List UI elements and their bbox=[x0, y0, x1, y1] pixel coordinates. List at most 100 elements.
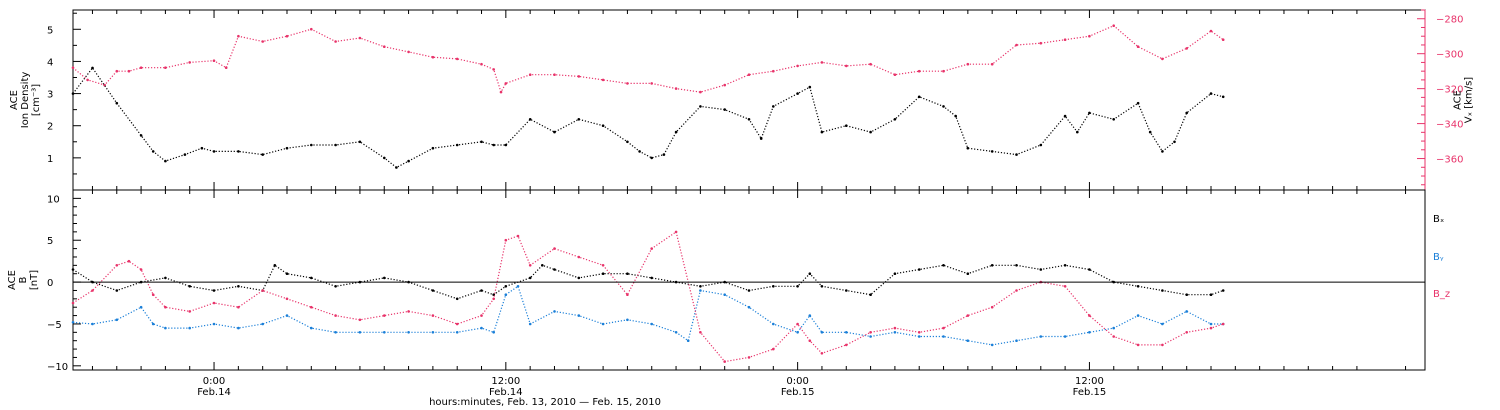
density-point bbox=[115, 101, 119, 105]
by-point bbox=[480, 326, 483, 330]
bx-point bbox=[1015, 264, 1018, 267]
velocity-point bbox=[127, 69, 131, 73]
by-point bbox=[553, 310, 556, 313]
by-point bbox=[869, 335, 872, 338]
time-tick-label: 12:00 bbox=[1075, 376, 1104, 387]
bx-point bbox=[273, 264, 277, 267]
bx-point bbox=[383, 276, 386, 280]
density-point bbox=[699, 105, 702, 108]
velocity-trace bbox=[72, 25, 1224, 94]
density-point bbox=[674, 130, 678, 134]
bx-point bbox=[626, 272, 629, 276]
field-axis-label-line: ACE bbox=[7, 270, 18, 290]
bz-point bbox=[1063, 285, 1067, 288]
density-point bbox=[577, 118, 581, 121]
by-point bbox=[686, 339, 690, 343]
field-axis-tick-label: 5 bbox=[47, 236, 53, 247]
bz-point bbox=[164, 305, 167, 309]
bx-point bbox=[601, 272, 605, 276]
bz-point bbox=[91, 289, 94, 292]
bx-point bbox=[164, 276, 167, 280]
bx-point bbox=[310, 276, 313, 280]
time-tick-label: 0:00 bbox=[203, 376, 225, 387]
density-axis-tick-label: 1 bbox=[47, 154, 53, 165]
velocity-point bbox=[1161, 57, 1164, 61]
density-point bbox=[164, 159, 167, 163]
density-point bbox=[747, 118, 751, 121]
velocity-point bbox=[1088, 34, 1091, 38]
bx-point bbox=[71, 268, 75, 271]
velocity-point bbox=[1015, 43, 1018, 47]
density-point bbox=[431, 146, 435, 150]
bz-point bbox=[358, 318, 362, 322]
density-point bbox=[334, 143, 337, 147]
bx-point bbox=[1221, 289, 1225, 292]
velocity-point bbox=[1185, 47, 1188, 50]
bz-point bbox=[71, 301, 75, 305]
bx-point bbox=[942, 264, 945, 267]
velocity-axis-label-line: Vₓ [km/s] bbox=[1464, 77, 1475, 123]
velocity-point bbox=[723, 83, 726, 87]
density-point bbox=[455, 143, 459, 147]
density-axis-tick-label: 3 bbox=[47, 90, 53, 101]
bz-point bbox=[334, 314, 337, 317]
velocity-point bbox=[285, 34, 289, 38]
bz-point bbox=[127, 259, 131, 263]
density-axis-tick-label: 4 bbox=[47, 57, 53, 68]
bz-point bbox=[1209, 326, 1213, 330]
velocity-point bbox=[224, 66, 228, 69]
density-axis-label: ACE Ion Density [cm⁻³] bbox=[9, 72, 42, 129]
field-panel-frame bbox=[72, 189, 1426, 371]
density-point bbox=[808, 85, 812, 89]
bx-point bbox=[917, 268, 921, 271]
velocity-point bbox=[747, 73, 751, 76]
by-point bbox=[285, 314, 289, 317]
bz-point bbox=[237, 305, 240, 309]
by-point bbox=[723, 293, 726, 297]
field-axis-label-line: [nT] bbox=[29, 270, 40, 290]
by-point bbox=[942, 335, 945, 338]
velocity-point bbox=[601, 78, 605, 82]
bz-point bbox=[577, 255, 581, 259]
bz-point bbox=[942, 326, 945, 330]
bz-point bbox=[431, 314, 435, 317]
bz-point bbox=[893, 326, 897, 330]
by-point bbox=[151, 322, 155, 326]
density-point bbox=[183, 153, 187, 156]
velocity-point bbox=[261, 40, 265, 43]
by-point bbox=[212, 322, 216, 326]
density-point bbox=[553, 130, 556, 134]
by-point bbox=[1209, 322, 1213, 326]
bz-point bbox=[212, 301, 216, 305]
bz-point bbox=[869, 331, 872, 334]
bz-point bbox=[1161, 343, 1164, 347]
by-point bbox=[1185, 310, 1188, 313]
velocity-point bbox=[796, 64, 799, 68]
bx-point bbox=[553, 268, 556, 271]
by-trace bbox=[72, 285, 1224, 346]
velocity-point bbox=[1209, 29, 1213, 33]
field-axis-tick-label: −5 bbox=[47, 320, 62, 331]
bx-point bbox=[747, 289, 751, 292]
density-point bbox=[1209, 92, 1213, 95]
by-point bbox=[1136, 314, 1140, 317]
by-point bbox=[358, 331, 362, 334]
velocity-point bbox=[115, 69, 119, 73]
by-point bbox=[504, 293, 508, 297]
bz-point bbox=[151, 293, 155, 297]
bz-point bbox=[261, 289, 265, 292]
bz-point bbox=[674, 230, 678, 234]
by-point bbox=[1063, 335, 1067, 338]
bx-point bbox=[431, 289, 435, 292]
bx-point bbox=[334, 285, 337, 288]
density-point bbox=[480, 140, 483, 144]
by-point bbox=[139, 305, 143, 309]
density-point bbox=[650, 156, 653, 160]
by-point bbox=[772, 322, 775, 326]
velocity-point bbox=[188, 61, 191, 64]
density-velocity-panel: 1 2 3 4 5 −280 −300 −320 −340 −360 bbox=[47, 9, 1463, 191]
bx-point bbox=[1161, 289, 1164, 292]
by-point bbox=[674, 331, 678, 334]
velocity-point bbox=[577, 75, 581, 78]
